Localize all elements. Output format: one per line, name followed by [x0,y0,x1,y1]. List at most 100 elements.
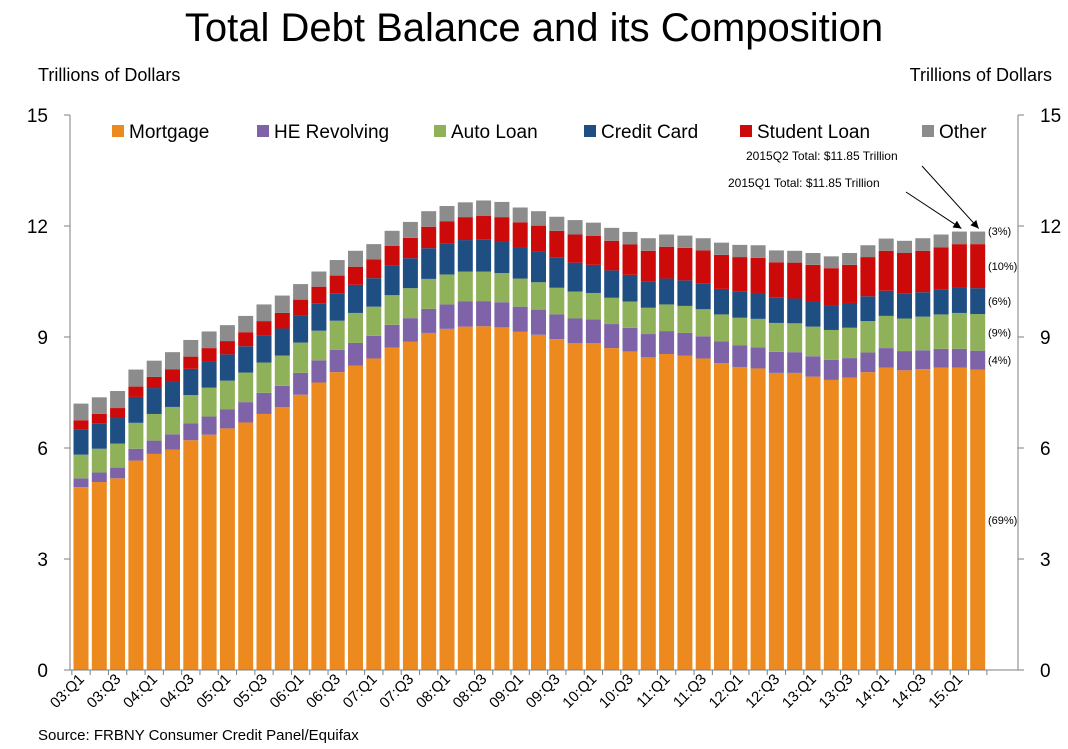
bar-segment-credit-card [128,396,144,423]
x-tick-label: 04:Q1 [120,671,161,712]
bar-segment-student-loan [512,222,528,248]
bar-segment-credit-card [732,291,748,318]
bar-segment-mortgage [201,434,217,670]
legend-label: Student Loan [757,122,870,143]
bar-segment-auto-loan [677,305,693,333]
bar-segment-he-revolving [951,348,967,368]
bar-segment-credit-card [878,290,894,316]
bar-segment-student-loan [73,420,89,430]
bar-segment-student-loan [805,264,821,302]
bar-segment-he-revolving [311,360,327,383]
x-tick-label: 12:Q3 [742,671,783,712]
bar-segment-credit-card [384,265,400,296]
bar-segment-mortgage [878,367,894,670]
bar-segment-auto-loan [897,318,912,352]
bar-segment-auto-loan [659,304,675,332]
bar-segment-credit-card [512,247,528,279]
bar-segment-credit-card [439,243,455,275]
bar-segment-other [201,331,217,349]
bar-segment-credit-card [256,335,272,363]
bar-segment-he-revolving [146,440,162,454]
bar-segment-auto-loan [732,317,748,346]
bar-segment-other [695,238,711,251]
bar-segment-mortgage [823,379,839,670]
bar-segment-auto-loan [823,329,839,360]
right-y-tick-label: 9 [1040,328,1051,349]
bar-segment-auto-loan [585,292,601,320]
bar-segment-he-revolving [110,467,126,479]
bar-segment-credit-card [787,298,803,324]
legend-swatch [112,125,124,137]
bar-segment-mortgage [311,382,327,670]
bar-segment-auto-loan [604,297,620,325]
bar-segment-other [622,231,638,245]
bar-segment-other [933,234,949,248]
bar-segment-credit-card [421,248,437,279]
bar-segment-auto-loan [366,306,382,336]
bar-segment-student-loan [494,217,510,242]
x-tick-label: 04:Q3 [157,671,198,712]
bar-segment-mortgage [860,372,876,670]
bar-segment-other [329,260,345,276]
bar-segment-student-loan [366,259,382,279]
bar-segment-other [73,403,89,421]
legend-label: Other [939,122,987,143]
bar-segment-auto-loan [402,288,418,319]
bar-segment-other [842,253,858,265]
bar-segment-auto-loan [146,413,162,441]
bar-segment-auto-loan [73,454,89,479]
bar-segment-auto-loan [494,272,510,303]
bar-segment-other [439,206,455,222]
bar-segment-auto-loan [219,380,235,410]
bar-segment-student-loan [640,250,656,282]
bar-segment-other [421,211,437,227]
bar-segment-credit-card [146,388,162,414]
bar-segment-mortgage [622,351,638,670]
bar-segment-mortgage [274,407,290,670]
bar-segment-credit-card [274,328,290,356]
bar-segment-he-revolving [842,358,858,378]
bar-segment-mortgage [183,440,199,670]
bar-segment-student-loan [768,262,784,298]
bar-segment-auto-loan [256,362,272,393]
bar-segment-credit-card [91,423,107,449]
bar-segment-credit-card [201,361,217,388]
x-tick-label: 08:Q3 [450,671,491,712]
bar-segment-auto-loan [567,291,583,319]
legend-label: HE Revolving [274,122,389,143]
bar-segment-he-revolving [787,352,803,373]
bar-segment-he-revolving [219,409,235,429]
bar-segment-credit-card [604,270,620,298]
bar-segment-other [494,201,510,218]
bar-segment-other [165,352,180,370]
bar-segment-he-revolving [183,423,199,441]
bar-segment-he-revolving [201,416,217,435]
bar-segment-credit-card [110,418,126,444]
bar-segment-mortgage [256,413,272,670]
bar-segment-credit-card [933,289,949,315]
bar-segment-he-revolving [933,348,949,368]
bar-segment-credit-card [311,303,327,331]
bar-segment-auto-loan [476,271,492,302]
bar-segment-mortgage [915,369,931,670]
bar-segment-credit-card [494,241,510,273]
bar-segment-other [311,271,327,287]
bar-segment-mortgage [604,348,620,670]
bar-segment-he-revolving [567,318,583,344]
bar-segment-mortgage [640,357,656,670]
bar-segment-credit-card [293,315,309,343]
bar-segment-auto-loan [787,323,803,353]
share-label: (3%) [988,226,1011,238]
bar-segment-credit-card [897,293,912,319]
bar-segment-other [677,235,693,248]
bar-segment-mortgage [329,372,345,670]
left-y-tick-label: 12 [27,217,48,238]
x-tick-label: 13:Q1 [779,671,820,712]
bar-segment-other [128,369,144,387]
bar-segment-student-loan [970,244,986,289]
bar-segment-mortgage [531,334,546,670]
bar-segment-auto-loan [805,326,821,357]
legend-label: Credit Card [601,122,698,143]
bar-segment-auto-loan [329,320,345,350]
left-y-tick-label: 15 [27,106,48,127]
